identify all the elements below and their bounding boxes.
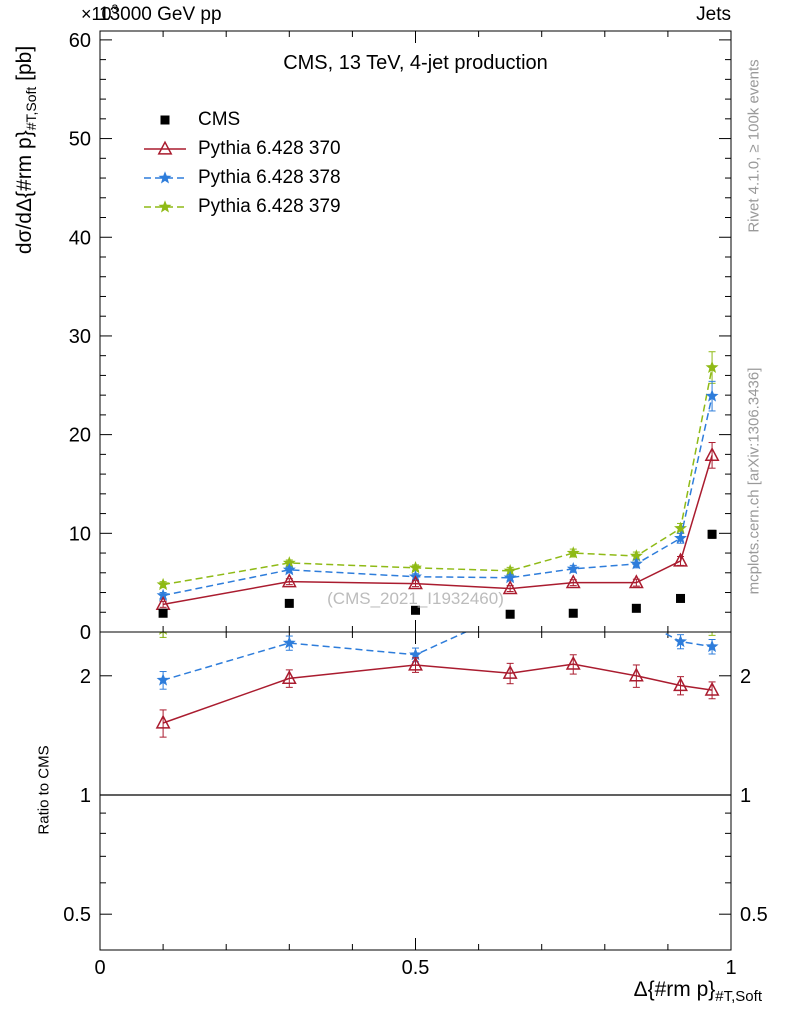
exponent-power: 3 <box>111 2 119 16</box>
series-pythia-6-428-370-ratio <box>155 654 720 738</box>
x-axis-label-main: Δ{#rm p} <box>633 978 716 1001</box>
y-axis-label-sub: #T,Soft <box>23 86 40 131</box>
y-axis-label-unit: [pb] <box>12 45 36 87</box>
tick-label: 20 <box>69 425 91 447</box>
panel-frames <box>99 30 732 951</box>
tick-label: 1 <box>740 785 751 807</box>
tick-label: 50 <box>69 129 91 151</box>
beam-energy-label: 13000 GeV pp <box>99 4 222 25</box>
mcplots-reference-note: mcplots.cern.ch [arXiv:1306.3436] <box>745 367 763 595</box>
legend-label: Pythia 6.428 370 <box>198 137 341 159</box>
tick-label: 30 <box>69 326 91 348</box>
tick-label: 2 <box>80 666 91 688</box>
tick-label: 1 <box>80 785 91 807</box>
tick-label: 60 <box>69 30 91 52</box>
legend-marker-triangle <box>144 140 186 155</box>
legend-marker-star <box>144 199 186 212</box>
tick-label: 10 <box>69 523 91 545</box>
ratio-axis-label: Ratio to CMS <box>35 745 53 835</box>
series-pythia-6-428-379 <box>156 351 719 591</box>
plot-title: CMS, 13 TeV, 4-jet production <box>283 52 548 74</box>
exponent-base: ×10 <box>81 4 112 24</box>
legend-item-cms: CMS <box>142 105 341 134</box>
tick-label: 2 <box>740 666 751 688</box>
legend-label: Pythia 6.428 379 <box>198 195 341 217</box>
legend-item-pythia-6-428-379: Pythia 6.428 379 <box>142 192 341 221</box>
rivet-version-note: Rivet 4.1.0, ≥ 100k events <box>745 59 763 233</box>
tick-label: 40 <box>69 227 91 249</box>
y-axis-exponent-label: ×103 <box>81 2 118 25</box>
series-cms <box>158 529 717 619</box>
tick-label: 0.5 <box>63 904 91 926</box>
legend-item-pythia-6-428-378: Pythia 6.428 378 <box>142 163 341 192</box>
tick-label: 0 <box>94 957 105 979</box>
x-axis-label-sub: #T,Soft <box>715 988 762 1006</box>
legend-label: Pythia 6.428 378 <box>198 166 341 188</box>
tick-label: 0.5 <box>402 957 430 979</box>
tick-label: 0 <box>80 622 91 644</box>
legend: CMS Pythia 6.428 370 Pythia 6.428 378 Pythi… <box>142 105 341 221</box>
legend-marker-star <box>144 170 186 183</box>
analysis-id-watermark: (CMS_2021_I1932460) <box>327 589 504 608</box>
y-axis-label: dσ/dΔ{#rm p}#T,Soft [pb] <box>13 46 39 254</box>
legend-label: CMS <box>198 108 241 130</box>
legend-marker-square <box>160 115 170 124</box>
y-axis-label-main: dσ/dΔ{#rm p} <box>12 130 36 255</box>
x-axis-label: Δ{#rm p}#T,Soft <box>634 978 762 1005</box>
tick-label: 1 <box>725 957 736 979</box>
series-pythia-6-428-370 <box>155 442 720 611</box>
tick-label: 0.5 <box>740 904 768 926</box>
analysis-topic-label: Jets <box>696 4 731 25</box>
legend-item-pythia-6-428-370: Pythia 6.428 370 <box>142 134 341 163</box>
